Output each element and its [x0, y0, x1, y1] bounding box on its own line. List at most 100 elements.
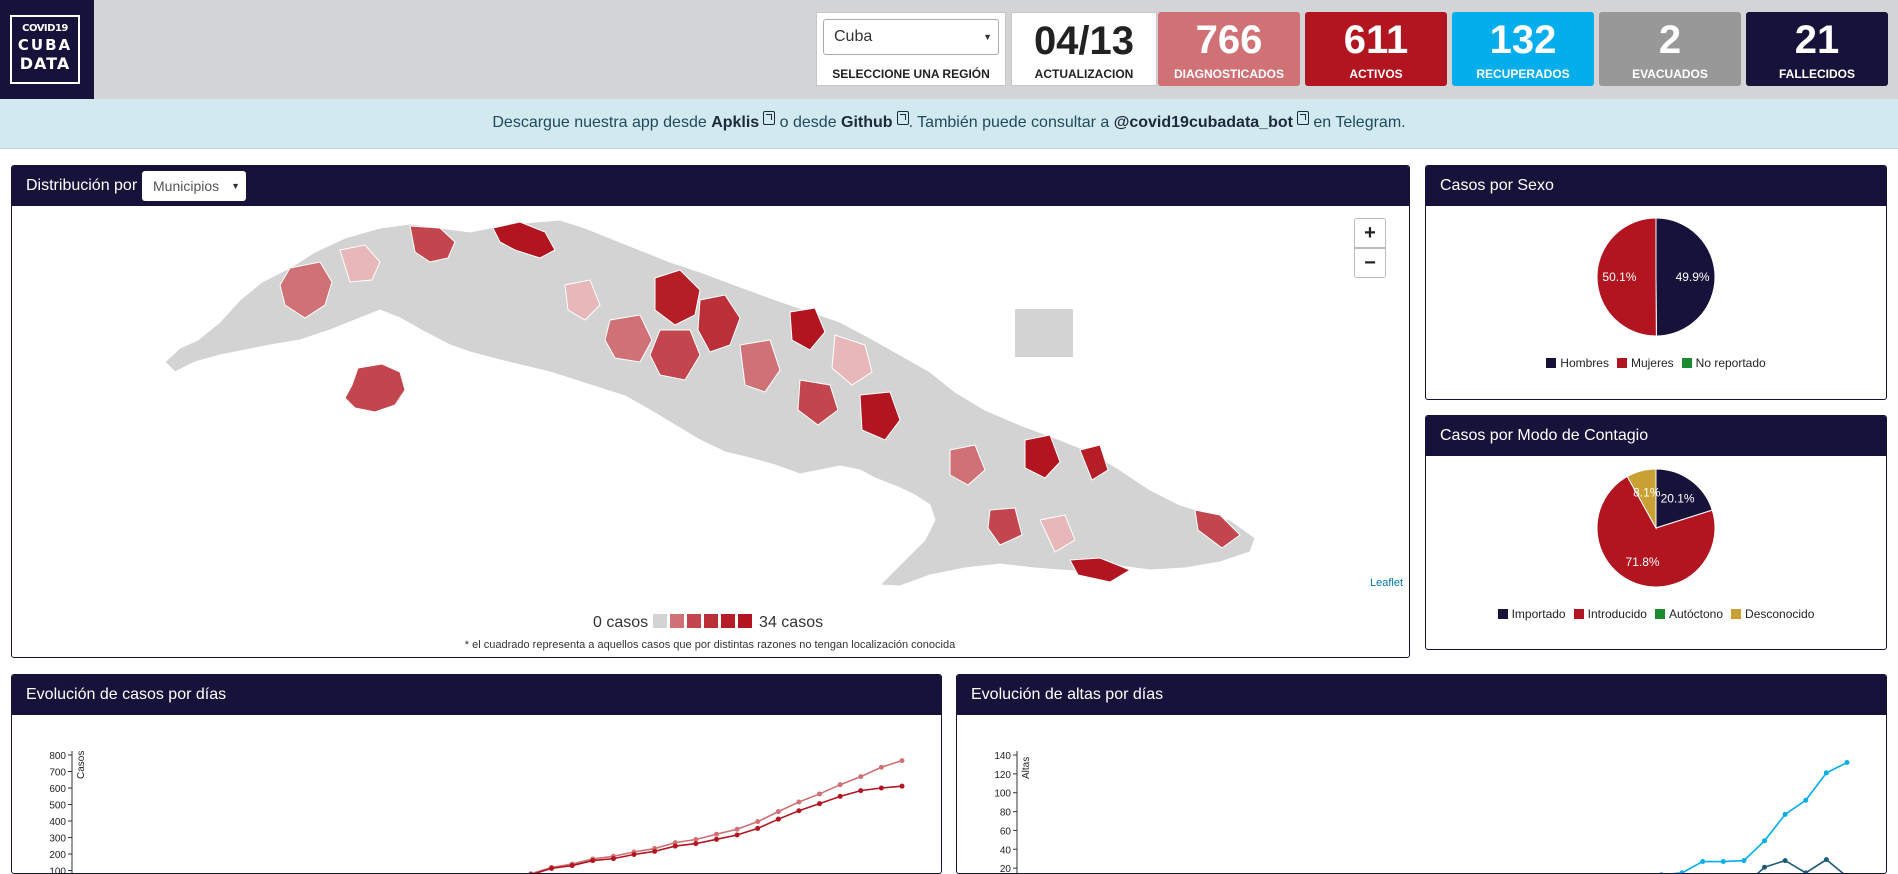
cases-chart-point[interactable]	[776, 809, 781, 814]
cases-chart-point[interactable]	[776, 817, 781, 822]
mode-chart-legend: Importado Introducido Autóctono Desconocido	[1426, 607, 1886, 621]
altas-chart-point[interactable]	[1721, 859, 1726, 864]
cases-chart-point[interactable]	[549, 866, 554, 871]
cases-chart-point[interactable]	[838, 794, 843, 799]
legend-item[interactable]: Introducido	[1574, 607, 1647, 621]
logo-line-3: DATA	[12, 54, 78, 73]
altas-chart-point[interactable]	[1741, 858, 1746, 863]
cases-chart-point[interactable]	[858, 788, 863, 793]
distribution-select[interactable]: Municipios ▼	[142, 171, 246, 201]
altas-chart-point[interactable]	[1783, 858, 1788, 863]
legend-item[interactable]: Desconocido	[1731, 607, 1814, 621]
external-link-icon[interactable]	[763, 111, 775, 125]
legend-item[interactable]: No reportado	[1682, 356, 1766, 370]
legend-label: Autóctono	[1669, 607, 1723, 621]
leaflet-attribution[interactable]: Leaflet	[1370, 577, 1403, 589]
cases-chart-point[interactable]	[755, 826, 760, 831]
cases-chart-point[interactable]	[590, 858, 595, 863]
github-link[interactable]: Github	[841, 114, 893, 131]
cases-chart-point[interactable]	[714, 837, 719, 842]
altas-chart-point[interactable]	[1803, 798, 1808, 803]
legend-item[interactable]: Autóctono	[1655, 607, 1723, 621]
cases-chart-y-tick-label: 500	[49, 801, 66, 812]
altas-chart-point[interactable]	[1783, 812, 1788, 817]
sex-pie-chart[interactable]: 49.9%50.1%	[1426, 206, 1886, 356]
altas-chart-point[interactable]	[1762, 838, 1767, 843]
cases-chart-point[interactable]	[858, 774, 863, 779]
sex-chart-legend: Hombres Mujeres No reportado	[1426, 356, 1886, 370]
cases-chart-point[interactable]	[632, 852, 637, 857]
mode-pie-chart[interactable]: 20.1%71.8%8.1%	[1426, 456, 1886, 606]
telegram-bot-link[interactable]: @covid19cubadata_bot	[1114, 114, 1293, 131]
cases-chart-point[interactable]	[796, 800, 801, 805]
altas-chart-y-tick-label: 60	[1000, 826, 1012, 837]
banner-text: o desde	[775, 114, 841, 131]
info-banner: Descargue nuestra app desde Apklis o des…	[0, 99, 1898, 149]
legend-item[interactable]: Hombres	[1546, 356, 1609, 370]
chevron-down-icon: ▼	[983, 32, 992, 42]
cuba-map[interactable]	[150, 210, 1530, 610]
stat-recuperados: 132 RECUPERADOS	[1452, 12, 1594, 86]
cases-chart-y-tick-label: 700	[49, 768, 66, 779]
banner-text: . También puede consultar a	[909, 114, 1114, 131]
cuba-island[interactable]	[165, 220, 1255, 586]
altas-chart-y-tick-label: 120	[994, 770, 1011, 781]
external-link-icon[interactable]	[897, 111, 909, 125]
cases-chart-point[interactable]	[714, 832, 719, 837]
map-footnote: * el cuadrado representa a aquellos caso…	[0, 639, 1420, 651]
cases-chart-point[interactable]	[817, 791, 822, 796]
cases-chart-point[interactable]	[879, 765, 884, 770]
zoom-out-button[interactable]: −	[1354, 248, 1386, 278]
cases-chart-point[interactable]	[755, 819, 760, 824]
stat-label: EVACUADOS	[1599, 66, 1741, 82]
isla-de-la-juventud[interactable]	[345, 364, 405, 412]
map-panel-header: Distribución por Municipios ▼	[12, 166, 1409, 206]
legend-item[interactable]: Importado	[1498, 607, 1566, 621]
altas-chart-point[interactable]	[1680, 870, 1685, 874]
altas-chart-y-tick-label: 100	[994, 789, 1011, 800]
stat-value: 132	[1452, 14, 1594, 66]
altas-chart-point[interactable]	[1824, 770, 1829, 775]
altas-chart-point[interactable]	[1762, 865, 1767, 870]
cases-chart-point[interactable]	[652, 849, 657, 854]
cases-chart-point[interactable]	[673, 844, 678, 849]
cases-chart-point[interactable]	[611, 856, 616, 861]
cases-chart-point[interactable]	[900, 758, 905, 763]
legend-swatch	[1617, 358, 1627, 368]
cases-chart-point[interactable]	[900, 784, 905, 789]
legend-swatch	[653, 614, 667, 628]
cases-chart-y-tick-label: 200	[49, 850, 66, 861]
altas-chart-point[interactable]	[1824, 857, 1829, 862]
stat-value: 21	[1746, 14, 1888, 66]
altas-line-chart[interactable]: 020406080100120140Altas	[957, 715, 1886, 874]
legend-swatch	[738, 614, 752, 628]
apklis-link[interactable]: Apklis	[711, 114, 759, 131]
external-link-icon[interactable]	[1297, 111, 1309, 125]
logo[interactable]: COVID19 CUBA DATA	[0, 0, 94, 99]
mode-pie-slice-label: 71.8%	[1626, 555, 1660, 569]
cases-chart-point[interactable]	[735, 827, 740, 832]
banner-text: en Telegram.	[1309, 114, 1406, 131]
region-select[interactable]: Cuba ▼	[823, 19, 999, 55]
cases-chart-point[interactable]	[735, 833, 740, 838]
cases-chart-point[interactable]	[879, 786, 884, 791]
cases-chart-point[interactable]	[796, 808, 801, 813]
cases-chart-title: Evolución de casos por días	[12, 675, 941, 715]
legend-item[interactable]: Mujeres	[1617, 356, 1674, 370]
cases-chart-point[interactable]	[693, 841, 698, 846]
stat-label: ACTIVOS	[1305, 66, 1447, 82]
zoom-in-button[interactable]: +	[1354, 218, 1386, 248]
altas-chart-point[interactable]	[1845, 760, 1850, 765]
legend-swatch	[721, 614, 735, 628]
cases-chart-point[interactable]	[838, 782, 843, 787]
cases-line-chart[interactable]: 0100200300400500600700800Casos	[12, 715, 941, 874]
chevron-down-icon: ▼	[231, 171, 240, 201]
altas-chart-point[interactable]	[1700, 859, 1705, 864]
unknown-location-square[interactable]	[1015, 309, 1073, 357]
legend-swatch	[687, 614, 701, 628]
cases-chart-y-tick-label: 100	[49, 867, 66, 874]
cases-chart-point[interactable]	[817, 801, 822, 806]
altas-chart-y-tick-label: 80	[1000, 808, 1012, 819]
altas-chart-panel: Evolución de altas por días 020406080100…	[956, 674, 1887, 874]
